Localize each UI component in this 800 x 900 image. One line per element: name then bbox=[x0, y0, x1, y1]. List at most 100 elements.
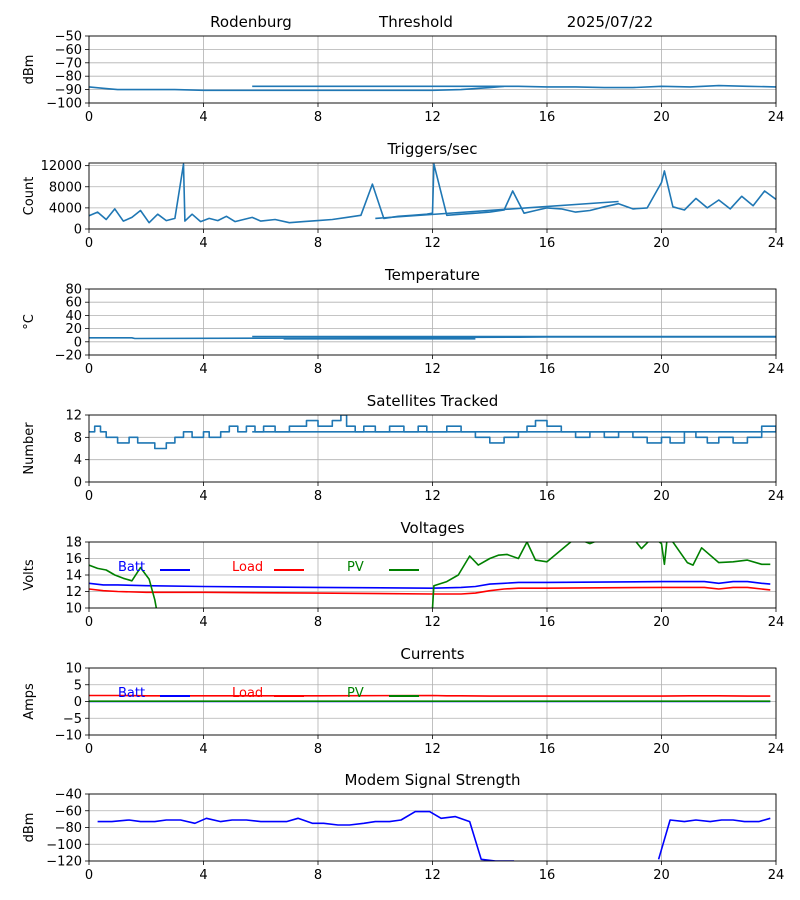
y-tick-label: 12 bbox=[65, 585, 82, 600]
panel-title: Modem Signal Strength bbox=[345, 771, 521, 789]
plot-frame bbox=[88, 667, 777, 736]
header-station: Rodenburg bbox=[210, 13, 292, 31]
panel-threshold: 0 4 8 12 16 20 24 −100−90−80−70−60−50 dBm bbox=[22, 30, 784, 126]
y-tick-label: −40 bbox=[55, 788, 82, 803]
legend-label-pv: PV bbox=[347, 686, 364, 701]
y-tick-label: 12 bbox=[65, 409, 82, 424]
legend-label-load: Load bbox=[232, 560, 263, 575]
series-line bbox=[97, 810, 515, 861]
series-line-load bbox=[89, 586, 771, 595]
x-tick-label: 16 bbox=[539, 868, 556, 883]
y-axis-label: Count bbox=[22, 177, 37, 216]
series-line-batt bbox=[89, 580, 771, 590]
x-tick-label: 16 bbox=[539, 615, 556, 630]
x-tick-label: 24 bbox=[768, 742, 785, 757]
plot-frame bbox=[88, 288, 777, 356]
x-tick-label: 16 bbox=[539, 742, 556, 757]
x-tick-label: 24 bbox=[768, 868, 785, 883]
x-tick-label: 4 bbox=[199, 489, 207, 504]
panel-modem: 0 4 8 12 16 20 24 −120 −100 −80 −60−40 Modem Signal… bbox=[22, 771, 784, 883]
x-tick-label: 4 bbox=[199, 236, 207, 251]
plot-frame bbox=[88, 414, 777, 483]
y-tick-label: −60 bbox=[55, 804, 82, 819]
x-tick-label: 4 bbox=[199, 110, 207, 125]
y-tick-label: 14 bbox=[65, 569, 82, 584]
x-tick-label: 4 bbox=[199, 868, 207, 883]
x-tick-label: 12 bbox=[424, 742, 441, 757]
x-tick-label: 16 bbox=[539, 110, 556, 125]
series-line bbox=[89, 84, 776, 92]
y-axis-label: °C bbox=[22, 314, 37, 330]
x-tick-label: 0 bbox=[85, 742, 93, 757]
panel-title: Voltages bbox=[400, 519, 464, 537]
y-tick-label: 5 bbox=[74, 678, 82, 693]
y-tick-label: −60 bbox=[55, 43, 82, 58]
x-tick-label: 20 bbox=[653, 489, 670, 504]
y-axis-label: Volts bbox=[22, 559, 37, 591]
y-tick-label: 0 bbox=[74, 223, 82, 238]
x-tick-label: 12 bbox=[424, 362, 441, 377]
y-axis-label: dBm bbox=[22, 55, 37, 85]
y-tick-label: 18 bbox=[65, 536, 82, 551]
x-tick-label: 4 bbox=[199, 615, 207, 630]
x-tick-label: 4 bbox=[199, 742, 207, 757]
x-tick-label: 20 bbox=[653, 110, 670, 125]
y-tick-label: 40 bbox=[65, 309, 82, 324]
y-tick-label: −10 bbox=[55, 729, 82, 744]
legend-label-pv: PV bbox=[347, 560, 364, 575]
y-tick-label: 0 bbox=[74, 476, 82, 491]
y-tick-label: 4 bbox=[74, 453, 82, 468]
panel-satellites: 0 4 8 12 16 20 24 0 4 8 12 Satellites Tracked Number bbox=[22, 392, 784, 504]
x-tick-label: 20 bbox=[653, 868, 670, 883]
x-tick-label: 20 bbox=[653, 615, 670, 630]
x-tick-label: 8 bbox=[314, 742, 322, 757]
x-tick-label: 0 bbox=[85, 362, 93, 377]
y-axis-label: dBm bbox=[22, 813, 37, 843]
series-line bbox=[657, 817, 771, 860]
series-line-load bbox=[89, 694, 771, 697]
x-tick-label: 12 bbox=[424, 615, 441, 630]
x-tick-label: 16 bbox=[539, 362, 556, 377]
series-line bbox=[375, 200, 619, 220]
x-tick-label: 8 bbox=[314, 362, 322, 377]
panel-title: Satellites Tracked bbox=[367, 392, 498, 410]
header-mode: Threshold bbox=[378, 13, 453, 31]
panel-title: Triggers/sec bbox=[387, 140, 478, 158]
legend-label-batt: Batt bbox=[118, 560, 145, 575]
y-tick-label: −90 bbox=[55, 83, 82, 98]
x-tick-label: 12 bbox=[424, 868, 441, 883]
plot-frame bbox=[88, 541, 777, 609]
plot-frame bbox=[88, 793, 777, 862]
y-tick-label: −100 bbox=[46, 97, 82, 112]
x-tick-label: 8 bbox=[314, 868, 322, 883]
x-tick-label: 24 bbox=[768, 362, 785, 377]
series-line-pv bbox=[89, 564, 158, 608]
y-tick-label: 8 bbox=[74, 431, 82, 446]
x-tick-label: 4 bbox=[199, 362, 207, 377]
plot-frame bbox=[88, 35, 777, 104]
y-axis-label: Number bbox=[22, 422, 37, 475]
x-tick-label: 8 bbox=[314, 110, 322, 125]
x-tick-label: 24 bbox=[768, 489, 785, 504]
x-tick-label: 8 bbox=[314, 615, 322, 630]
x-tick-label: 24 bbox=[768, 236, 785, 251]
x-tick-label: 24 bbox=[768, 615, 785, 630]
y-tick-label: −120 bbox=[46, 855, 82, 870]
y-tick-label: −100 bbox=[46, 838, 82, 853]
x-tick-label: 24 bbox=[768, 110, 785, 125]
series-line-pv bbox=[431, 542, 771, 608]
y-tick-label: 4000 bbox=[49, 201, 82, 216]
plot-frame bbox=[88, 162, 777, 230]
panel-triggers: 0 4 8 12 16 20 24 0 4000 8000 12000 Triggers/sec Cou… bbox=[22, 140, 784, 251]
legend-label-batt: Batt bbox=[118, 686, 145, 701]
x-tick-label: 12 bbox=[424, 236, 441, 251]
y-tick-label: −80 bbox=[55, 821, 82, 836]
y-tick-label: 12000 bbox=[41, 159, 82, 174]
x-tick-label: 0 bbox=[85, 868, 93, 883]
x-tick-label: 20 bbox=[653, 236, 670, 251]
y-tick-label: 10 bbox=[65, 602, 82, 617]
header-date: 2025/07/22 bbox=[567, 13, 653, 31]
x-tick-label: 16 bbox=[539, 489, 556, 504]
